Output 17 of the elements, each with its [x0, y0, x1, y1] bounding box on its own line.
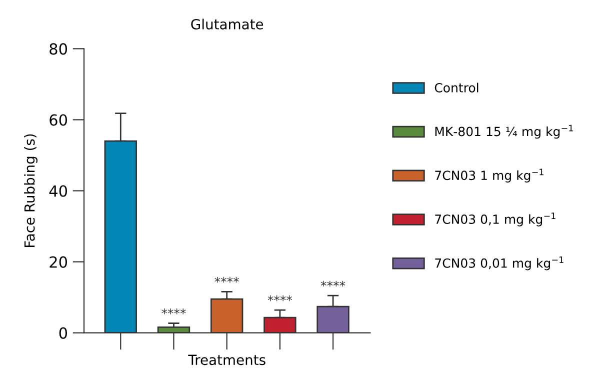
y-tick-label: 80: [50, 43, 68, 55]
data-label: ****: [162, 308, 186, 314]
y-tick-label: 60: [50, 114, 68, 126]
chart-title: Glutamate: [191, 18, 264, 30]
legend-label: Control: [434, 82, 478, 92]
data-label: ****: [320, 280, 346, 287]
y-tick-label: 20: [50, 256, 68, 268]
y-axis-title: Face Rubbing (s): [24, 134, 38, 248]
x-axis-title: Treatments: [188, 354, 266, 366]
data-label: ****: [268, 295, 292, 302]
legend-label: MK-801 15 ¼ mg kg$^{−1}$: [435, 124, 573, 139]
y-tick-label: 0: [59, 327, 68, 339]
legend-label: 7CN03 1 mg kg$^{−1}$: [435, 168, 544, 183]
y-tick-label: 40: [49, 185, 68, 197]
legend-label: 7CN03 0,01 mg kg$^{−1}$: [435, 256, 564, 270]
legend-label: 7CN03 0,1 mg kg$^{−1}$: [435, 212, 556, 226]
data-label: ****: [214, 276, 239, 283]
